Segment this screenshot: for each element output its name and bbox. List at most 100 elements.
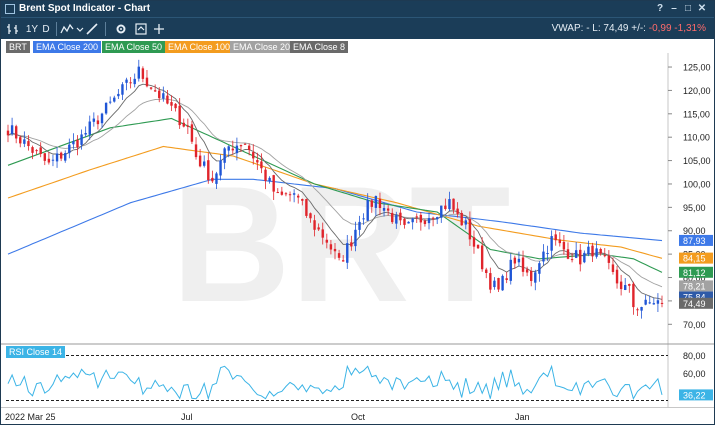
close-icon[interactable]: ✕ bbox=[697, 3, 707, 14]
x-label-oct: Oct bbox=[351, 412, 366, 422]
candle-body bbox=[104, 102, 108, 114]
rsi-value-label: 36,22 bbox=[683, 390, 706, 400]
candle-body bbox=[178, 105, 181, 126]
candle-body bbox=[317, 227, 320, 230]
period-button[interactable]: 1Y bbox=[25, 24, 39, 35]
candle-body bbox=[407, 221, 410, 224]
candle-body bbox=[170, 102, 173, 106]
candle-body bbox=[632, 283, 635, 308]
x-label-jul: Jul bbox=[181, 412, 193, 422]
legend-ema-200[interactable]: EMA Close 200 bbox=[33, 41, 102, 53]
price-tag bbox=[679, 291, 713, 303]
candle-body bbox=[382, 207, 386, 211]
chart-type-icon[interactable] bbox=[6, 23, 20, 36]
candle-body bbox=[624, 285, 627, 290]
candle-body bbox=[198, 155, 202, 167]
candle-body bbox=[534, 272, 537, 283]
candle-body bbox=[395, 215, 398, 224]
candle-body bbox=[117, 93, 120, 97]
candle-body bbox=[211, 177, 214, 182]
legend-ema-50[interactable]: EMA Close 50 bbox=[102, 41, 166, 53]
settings-icon[interactable] bbox=[114, 23, 128, 36]
chart-area[interactable]: BRT 125,00 120,00 115,00 110,00 105,00 100,00… bbox=[1, 39, 714, 407]
legend-ema-20[interactable]: EMA Close 20 bbox=[230, 41, 294, 53]
export-icon[interactable] bbox=[134, 23, 148, 36]
ema-20-line bbox=[7, 98, 663, 288]
candle-body bbox=[145, 77, 149, 87]
chevron-down-icon[interactable] bbox=[76, 23, 84, 36]
change-text: -0,99 -1,31% bbox=[648, 23, 706, 34]
candle-body bbox=[84, 132, 87, 135]
candle-body bbox=[497, 278, 500, 290]
candle-body bbox=[284, 193, 288, 195]
candle-body bbox=[227, 146, 230, 151]
price-tag-label: 75,84 bbox=[683, 292, 706, 302]
title-bar: Brent Spot Indicator - Chart ? – □ ✕ bbox=[1, 1, 714, 17]
ema-100-line bbox=[7, 145, 663, 259]
ticker-tag[interactable]: BRT bbox=[6, 41, 30, 53]
app-icon bbox=[5, 4, 15, 14]
interval-button[interactable]: D bbox=[42, 24, 50, 35]
candle-body bbox=[501, 275, 504, 291]
candle-body bbox=[27, 141, 30, 147]
candle-body bbox=[341, 260, 345, 262]
candle-body bbox=[550, 236, 553, 251]
candle-body bbox=[268, 177, 271, 182]
candle-body bbox=[325, 239, 329, 243]
candle-body bbox=[476, 244, 480, 249]
candle-body bbox=[513, 257, 517, 264]
candle-body bbox=[43, 153, 46, 161]
y-tick-label: 125,00 bbox=[683, 63, 711, 73]
candle-body bbox=[346, 243, 349, 263]
help-icon[interactable]: ? bbox=[656, 3, 664, 14]
candle-body bbox=[51, 159, 55, 161]
watermark-text: BRT bbox=[171, 152, 510, 336]
minimize-icon[interactable]: – bbox=[671, 3, 677, 14]
candle-body bbox=[76, 139, 79, 148]
candle-body bbox=[153, 90, 157, 92]
candle-body bbox=[435, 217, 439, 220]
y-tick-label: 120,00 bbox=[683, 86, 711, 96]
crosshair-icon[interactable] bbox=[152, 23, 166, 36]
legend-ema-8[interactable]: EMA Close 8 bbox=[290, 41, 349, 53]
candle-body bbox=[55, 153, 59, 162]
candle-body bbox=[456, 208, 459, 214]
rsi-tag[interactable]: RSI Close 14 bbox=[6, 346, 66, 358]
candle-body bbox=[158, 90, 161, 99]
candle-body bbox=[358, 221, 361, 230]
candle-body bbox=[329, 244, 333, 250]
rsi-tick-label: 80,00 bbox=[683, 351, 706, 361]
candle-body bbox=[129, 82, 132, 84]
candle-body bbox=[542, 251, 545, 262]
candle-body bbox=[113, 97, 116, 102]
candle-body bbox=[636, 309, 639, 311]
candle-body bbox=[570, 259, 574, 261]
candle-body bbox=[448, 199, 451, 210]
candle-body bbox=[587, 246, 590, 255]
candle-body bbox=[566, 249, 570, 259]
maximize-icon[interactable]: □ bbox=[684, 3, 692, 14]
candle-body bbox=[619, 281, 623, 290]
candle-body bbox=[366, 199, 369, 221]
candle-body bbox=[80, 134, 83, 145]
candle-body bbox=[640, 307, 643, 311]
candle-body bbox=[260, 161, 263, 169]
candle-body bbox=[313, 220, 316, 230]
candle-body bbox=[333, 248, 337, 252]
candle-body bbox=[538, 263, 541, 274]
candle-body bbox=[239, 145, 243, 147]
price-tag-label: 81,12 bbox=[683, 268, 706, 278]
candle-body bbox=[472, 237, 476, 247]
candle-body bbox=[321, 229, 324, 238]
candle-body bbox=[223, 148, 226, 163]
candle-body bbox=[64, 153, 67, 161]
drawing-tools-icon[interactable] bbox=[86, 23, 100, 36]
candle-body bbox=[427, 218, 431, 224]
candle-body bbox=[137, 66, 140, 79]
legend-ema-100[interactable]: EMA Close 100 bbox=[165, 41, 234, 53]
toolbar: 1Y D VWAP: - L: 74,49 +/-: -0,99 -1,31% bbox=[1, 17, 714, 39]
line-chart-icon[interactable] bbox=[60, 23, 74, 36]
candle-body bbox=[203, 161, 206, 166]
candle-body bbox=[35, 150, 38, 152]
y-tick-label: 100,00 bbox=[683, 179, 711, 189]
